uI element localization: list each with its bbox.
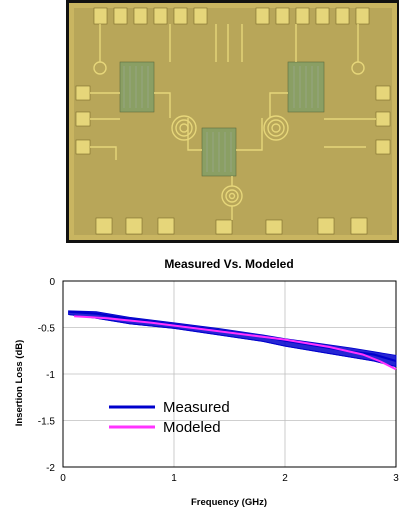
y-axis-label: Insertion Loss (dB)	[14, 340, 25, 427]
grid-lines	[62, 280, 397, 468]
x-tick-label: 2	[282, 473, 288, 484]
measured-lower-trace	[68, 314, 397, 368]
x-tick-label: 1	[171, 473, 177, 484]
chart-title: Measured Vs. Modeled	[164, 257, 293, 271]
series-layer	[68, 310, 397, 371]
x-axis-label: Frequency (GHz)	[191, 497, 267, 508]
y-tick-label: -0.5	[38, 324, 56, 335]
y-tick-label: -1.5	[38, 417, 56, 428]
chart-legend: Measured Modeled	[109, 399, 230, 436]
y-tick-label: -2	[46, 463, 55, 474]
legend-label-modeled: Modeled	[163, 419, 221, 436]
y-tick-label: -1	[46, 370, 55, 381]
y-tick-label: 0	[49, 277, 55, 288]
x-tick-label: 3	[393, 473, 399, 484]
modeled-series-line	[74, 315, 397, 371]
plot-area	[62, 280, 397, 468]
legend-label-measured: Measured	[163, 399, 230, 416]
x-axis-ticks: 0 1 2 3	[60, 473, 399, 484]
chip-micrograph	[66, 0, 399, 243]
y-axis-ticks: 0 -0.5 -1 -1.5 -2	[38, 277, 56, 474]
x-tick-label: 0	[60, 473, 66, 484]
